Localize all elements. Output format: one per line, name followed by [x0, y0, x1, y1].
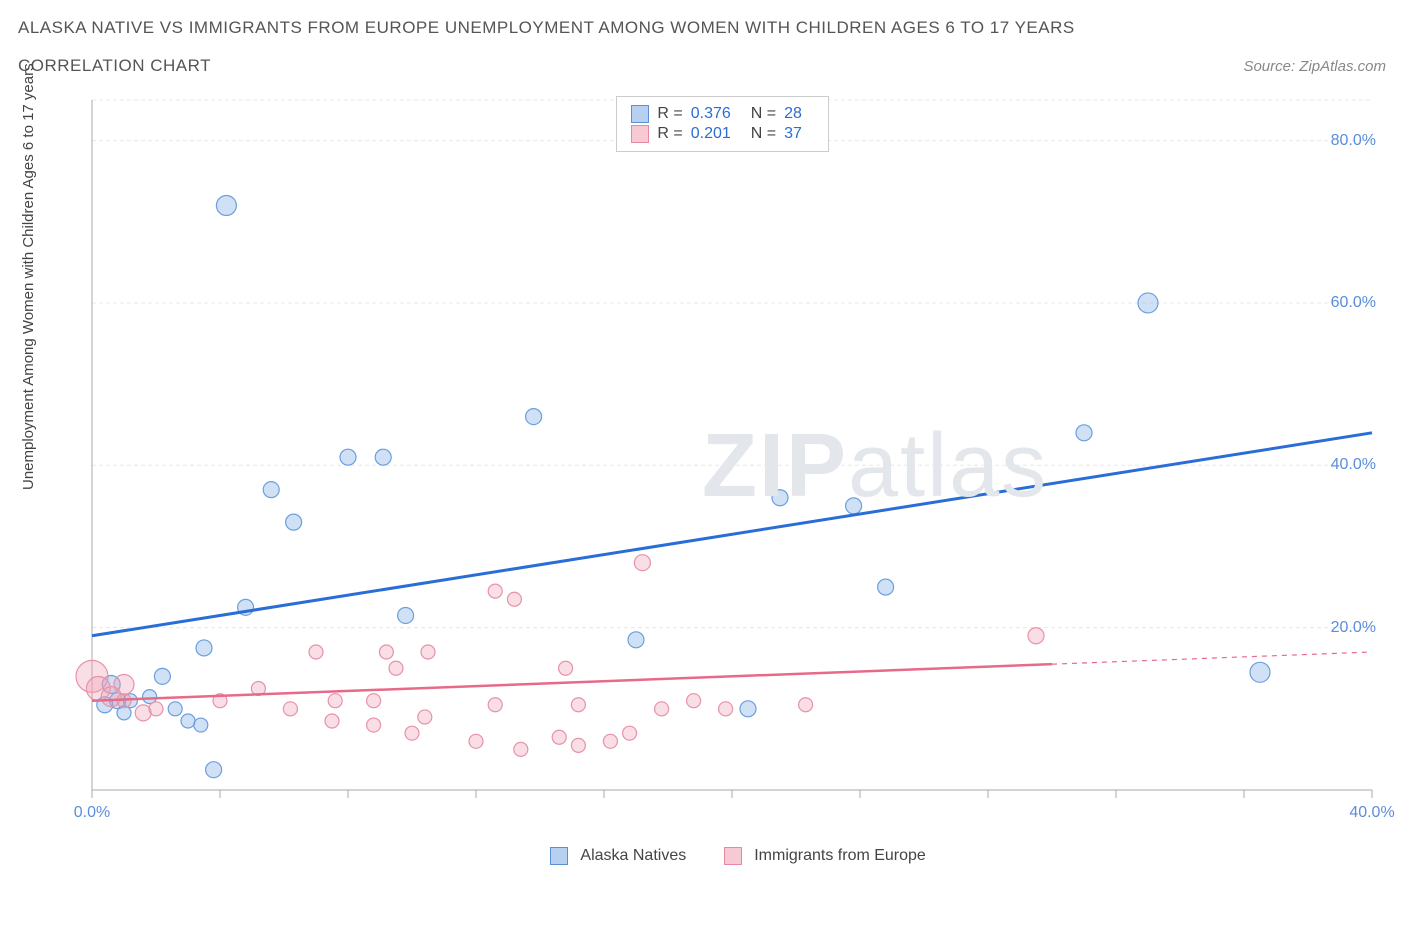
y-tick-label: 40.0% — [1331, 456, 1376, 474]
legend-series-label: Alaska Natives — [580, 847, 686, 865]
n-value: 28 — [784, 105, 802, 123]
chart-title-line2: CORRELATION CHART — [18, 56, 1075, 76]
y-axis-label: Unemployment Among Women with Children A… — [20, 63, 37, 490]
legend-swatch — [724, 847, 742, 865]
legend-series-label: Immigrants from Europe — [754, 847, 926, 865]
correlation-stats-legend: R = 0.376 N = 28 R = 0.201 N = 37 — [616, 96, 829, 152]
x-tick-label: 40.0% — [1349, 804, 1394, 906]
chart-svg — [62, 90, 1382, 880]
r-value: 0.376 — [691, 105, 731, 123]
stats-legend-row: R = 0.376 N = 28 — [631, 105, 814, 123]
r-label: R = — [657, 105, 682, 123]
y-tick-label: 80.0% — [1331, 132, 1376, 150]
series-legend: Alaska Natives Immigrants from Europe — [550, 802, 951, 910]
legend-swatch — [631, 105, 649, 123]
r-label: R = — [657, 125, 682, 143]
n-label: N = — [751, 105, 776, 123]
legend-swatch — [631, 125, 649, 143]
r-value: 0.201 — [691, 125, 731, 143]
chart-title-line1: ALASKA NATIVE VS IMMIGRANTS FROM EUROPE … — [18, 18, 1075, 38]
stats-legend-row: R = 0.201 N = 37 — [631, 125, 814, 143]
legend-swatch — [550, 847, 568, 865]
source-attribution: Source: ZipAtlas.com — [1243, 58, 1386, 75]
n-value: 37 — [784, 125, 802, 143]
n-label: N = — [751, 125, 776, 143]
y-tick-label: 20.0% — [1331, 619, 1376, 637]
chart-plot-area: ZIPatlas R =0.376N =28R =0.201N =37 Alas… — [62, 90, 1382, 880]
chart-title-block: ALASKA NATIVE VS IMMIGRANTS FROM EUROPE … — [18, 18, 1075, 94]
x-tick-label: 0.0% — [74, 804, 110, 906]
y-tick-label: 60.0% — [1331, 294, 1376, 312]
